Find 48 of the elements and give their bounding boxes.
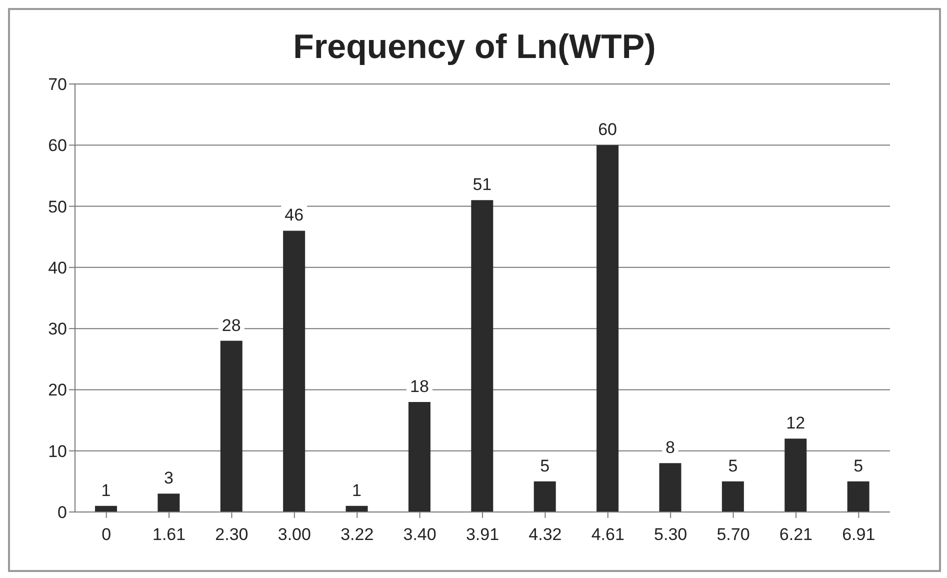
bar	[95, 506, 117, 512]
x-tick-label: 3.91	[466, 525, 500, 544]
data-label: 28	[222, 316, 241, 335]
bar	[346, 506, 368, 512]
data-label: 3	[164, 468, 174, 488]
x-tick-label: 5.70	[716, 525, 750, 544]
y-tick-label: 10	[48, 442, 67, 461]
y-tick-label: 20	[48, 380, 67, 400]
x-tick-label: 3.22	[340, 525, 374, 544]
bar	[847, 481, 870, 512]
y-tick-label: 0	[58, 503, 67, 522]
x-tick-label: 6.91	[842, 525, 876, 544]
data-label: 5	[728, 456, 738, 476]
bar	[534, 481, 556, 512]
x-tick-label: 4.32	[528, 525, 562, 544]
bar	[471, 200, 494, 512]
y-tick-label: 60	[48, 136, 67, 156]
x-tick-label: 0	[102, 525, 112, 544]
bar	[283, 230, 306, 512]
data-label: 1	[101, 480, 111, 500]
x-tick-label: 2.30	[215, 525, 248, 544]
bar	[158, 494, 180, 512]
data-label: 5	[854, 456, 864, 476]
data-label: 1	[352, 480, 362, 500]
x-tick-label: 5.30	[654, 525, 688, 544]
bar	[596, 145, 619, 512]
x-tick-label: 6.21	[779, 525, 813, 544]
y-tick-label: 70	[48, 75, 67, 94]
bar	[722, 481, 744, 512]
bar	[408, 402, 430, 512]
data-label: 18	[410, 376, 429, 396]
data-label: 51	[472, 175, 492, 194]
y-tick-label: 30	[48, 320, 67, 339]
x-tick-label: 3.40	[403, 525, 436, 544]
x-tick-label: 3.00	[278, 525, 311, 544]
bar	[220, 340, 242, 512]
bar	[659, 463, 682, 512]
data-label: 12	[786, 414, 806, 433]
x-tick-label: 4.61	[591, 525, 624, 544]
data-label: 8	[665, 438, 675, 458]
data-label: 46	[284, 206, 304, 225]
data-label: 5	[540, 456, 550, 476]
chart-title: Frequency of Ln(WTP)	[292, 28, 657, 68]
data-label: 60	[598, 120, 617, 140]
x-tick-label: 1.61	[152, 525, 186, 544]
bar	[784, 438, 807, 512]
y-tick-label: 50	[48, 197, 67, 216]
y-tick-label: 40	[48, 258, 67, 278]
